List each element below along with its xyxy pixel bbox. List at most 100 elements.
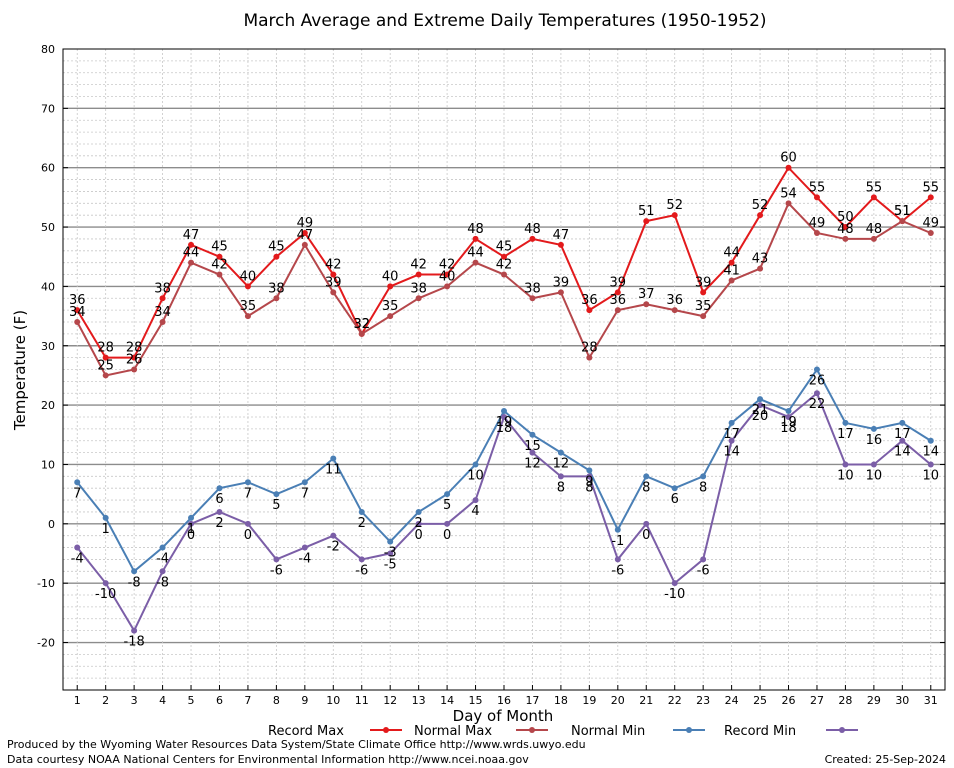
legend-label-normal-max: Normal Max: [414, 724, 492, 739]
record-max-data-label: 51: [638, 204, 655, 219]
record-min-data-label: -6: [270, 563, 283, 578]
x-tick-label: 22: [668, 694, 682, 707]
record-max-point: [529, 235, 536, 242]
normal-min-data-label: 7: [244, 486, 252, 501]
normal-max-data-label: 41: [723, 263, 740, 278]
normal-min-data-label: -4: [156, 552, 169, 567]
record-min-data-label: 14: [894, 445, 911, 460]
x-tick-label: 1: [74, 694, 81, 707]
x-tick-label: 24: [725, 694, 739, 707]
normal-min-data-label: 19: [780, 415, 797, 430]
normal-min-point: [557, 449, 564, 456]
record-min-point: [529, 449, 536, 456]
normal-max-data-label: 49: [923, 216, 940, 231]
record-max-data-label: 32: [353, 317, 370, 332]
record-min-data-label: -8: [156, 575, 169, 590]
record-max-point: [557, 241, 564, 248]
normal-min-data-label: 7: [301, 486, 309, 501]
normal-max-data-label: 34: [69, 305, 86, 320]
normal-min-point: [671, 485, 678, 492]
record-min-point: [330, 532, 337, 539]
record-max-point: [728, 259, 735, 266]
record-min-data-label: -4: [298, 552, 311, 567]
normal-max-data-label: 35: [240, 299, 257, 314]
normal-min-point: [728, 419, 735, 426]
normal-min-point: [415, 508, 422, 515]
record-max-data-label: 55: [923, 180, 940, 195]
normal-min-point: [273, 491, 280, 498]
normal-max-data-label: 36: [666, 293, 683, 308]
record-min-point: [700, 556, 707, 563]
normal-max-point: [614, 307, 621, 314]
grid: [63, 49, 945, 690]
normal-min-point: [472, 461, 479, 468]
normal-max-point: [586, 354, 593, 361]
legend: Record Max Normal Max Normal Min Record Min: [268, 724, 858, 739]
normal-max-point: [728, 277, 735, 284]
record-max-point: [188, 241, 195, 248]
normal-max-data-label: 47: [297, 228, 314, 243]
normal-min-data-label: 11: [325, 463, 342, 478]
x-tick-label: 17: [525, 694, 539, 707]
y-tick-label: 30: [41, 340, 55, 353]
record-min-data-label: 10: [923, 468, 940, 483]
normal-min-data-label: 8: [699, 480, 707, 495]
footer-created: Created: 25-Sep-2024: [824, 753, 946, 766]
record-max-point: [586, 307, 593, 314]
record-min-data-label: 0: [244, 528, 252, 543]
record-max-data-label: 49: [297, 216, 314, 231]
record-min-point: [870, 461, 877, 468]
record-min-data-label: 22: [809, 397, 826, 412]
normal-min-point: [614, 526, 621, 533]
record-min-point: [757, 402, 764, 409]
normal-min-data-label: 17: [723, 427, 740, 442]
x-tick-label: 31: [924, 694, 938, 707]
normal-max-point: [188, 259, 195, 266]
record-max-point: [74, 307, 81, 314]
normal-max-data-label: 36: [610, 293, 627, 308]
record-max-data-label: 45: [496, 240, 513, 255]
x-tick-label: 30: [895, 694, 909, 707]
normal-min-point: [301, 479, 308, 486]
normal-max-point: [472, 259, 479, 266]
record-min-point: [899, 437, 906, 444]
record-max-data-label: 36: [69, 293, 86, 308]
record-max-point: [870, 194, 877, 201]
normal-max-data-label: 32: [353, 317, 370, 332]
normal-min-data-label: 7: [73, 486, 81, 501]
record-min-point: [102, 580, 109, 587]
x-axis-title: Day of Month: [453, 707, 554, 725]
normal-max-point: [358, 330, 365, 337]
record-min-data-label: 10: [837, 468, 854, 483]
record-min-data-label: -10: [95, 587, 116, 602]
record-max-point: [927, 194, 934, 201]
y-tick-label: 70: [41, 102, 55, 115]
record-min-data-label: -5: [384, 557, 397, 572]
normal-max-data-label: 44: [183, 246, 200, 261]
record-max-data-label: 48: [524, 222, 541, 237]
normal-min-point: [586, 467, 593, 474]
normal-min-point: [870, 425, 877, 432]
normal-min-point: [188, 514, 195, 521]
x-tick-label: 19: [582, 694, 596, 707]
normal-max-data-label: 38: [410, 281, 427, 296]
record-min-point: [472, 497, 479, 504]
normal-min-data-label: 17: [837, 427, 854, 442]
record-min-data-label: -6: [355, 563, 368, 578]
normal-min-point: [216, 485, 223, 492]
normal-max-point: [387, 313, 394, 320]
record-max-data-label: 60: [780, 151, 797, 166]
normal-min-data-label: 10: [467, 468, 484, 483]
record-max-point: [102, 354, 109, 361]
record-max-point: [785, 164, 792, 171]
normal-min-point: [244, 479, 251, 486]
x-tick-label: 23: [696, 694, 710, 707]
chart-title: March Average and Extreme Daily Temperat…: [243, 11, 766, 31]
record-max-data-label: 28: [126, 341, 143, 356]
record-max-data-label: 44: [723, 246, 740, 261]
record-min-data-label: -4: [71, 552, 84, 567]
normal-max-data-label: 42: [496, 258, 513, 273]
record-max-point: [330, 271, 337, 278]
record-min-point: [501, 413, 507, 420]
